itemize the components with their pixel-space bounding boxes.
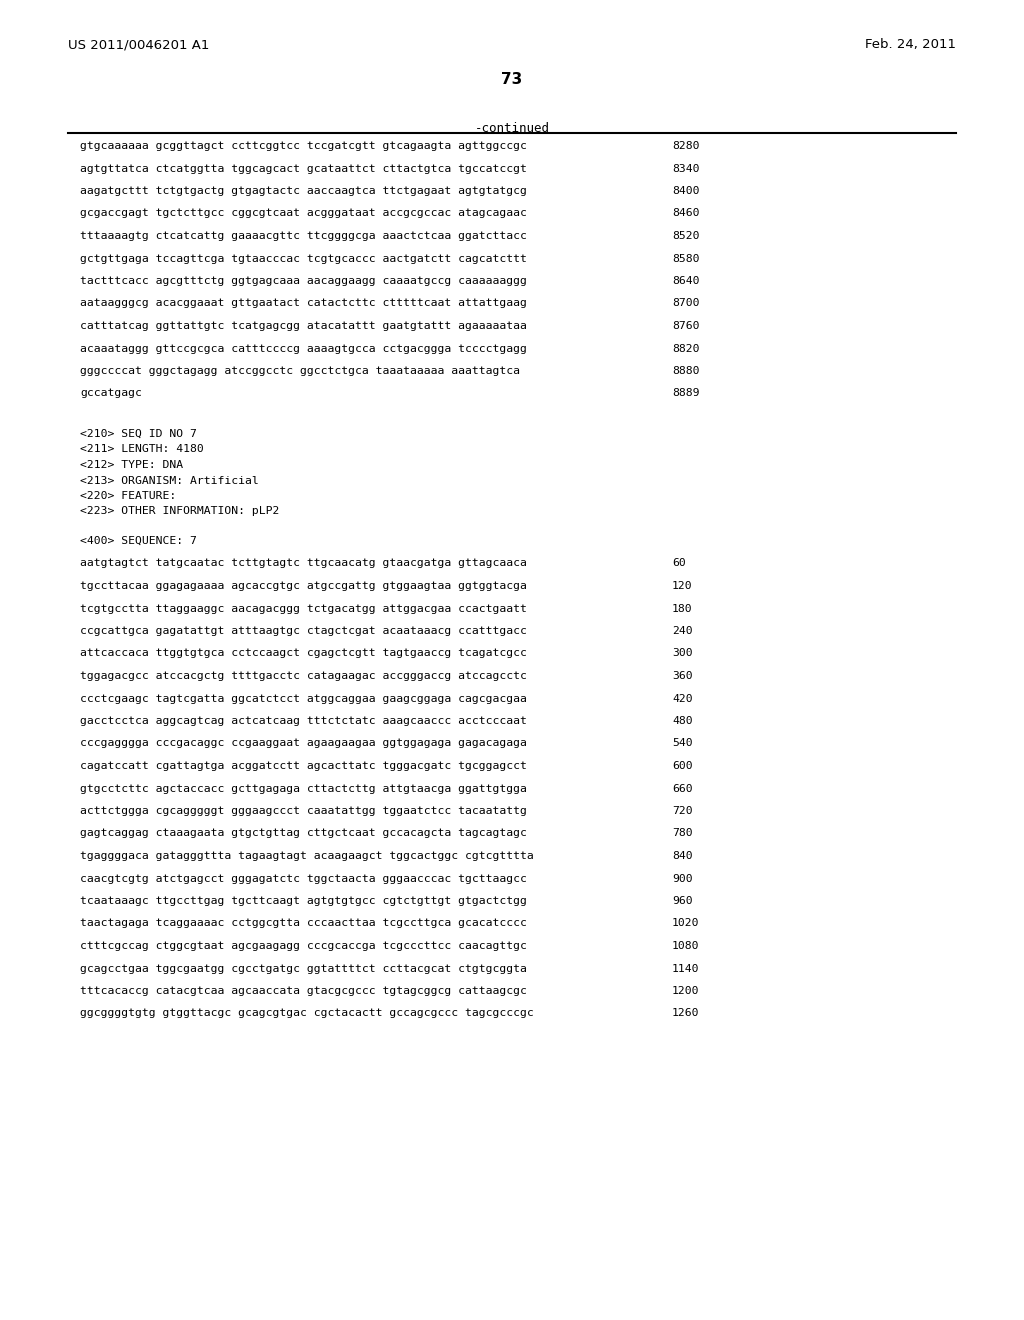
- Text: 960: 960: [672, 896, 692, 906]
- Text: agtgttatca ctcatggtta tggcagcact gcataattct cttactgtca tgccatccgt: agtgttatca ctcatggtta tggcagcact gcataat…: [80, 164, 527, 173]
- Text: 1140: 1140: [672, 964, 699, 974]
- Text: 8280: 8280: [672, 141, 699, 150]
- Text: tgccttacaa ggagagaaaa agcaccgtgc atgccgattg gtggaagtaa ggtggtacga: tgccttacaa ggagagaaaa agcaccgtgc atgccga…: [80, 581, 527, 591]
- Text: 8760: 8760: [672, 321, 699, 331]
- Text: <210> SEQ ID NO 7: <210> SEQ ID NO 7: [80, 429, 197, 440]
- Text: catttatcag ggttattgtc tcatgagcgg atacatattt gaatgtattt agaaaaataa: catttatcag ggttattgtc tcatgagcgg atacata…: [80, 321, 527, 331]
- Text: cagatccatt cgattagtga acggatcctt agcacttatc tgggacgatc tgcggagcct: cagatccatt cgattagtga acggatcctt agcactt…: [80, 762, 527, 771]
- Text: caacgtcgtg atctgagcct gggagatctc tggctaacta gggaacccac tgcttaagcc: caacgtcgtg atctgagcct gggagatctc tggctaa…: [80, 874, 527, 883]
- Text: gagtcaggag ctaaagaata gtgctgttag cttgctcaat gccacagcta tagcagtagc: gagtcaggag ctaaagaata gtgctgttag cttgctc…: [80, 829, 527, 838]
- Text: cccgagggga cccgacaggc ccgaaggaat agaagaagaa ggtggagaga gagacagaga: cccgagggga cccgacaggc ccgaaggaat agaagaa…: [80, 738, 527, 748]
- Text: 1260: 1260: [672, 1008, 699, 1019]
- Text: gacctcctca aggcagtcag actcatcaag tttctctatc aaagcaaccc acctcccaat: gacctcctca aggcagtcag actcatcaag tttctct…: [80, 715, 527, 726]
- Text: 8889: 8889: [672, 388, 699, 399]
- Text: tggagacgcc atccacgctg ttttgacctc catagaagac accgggaccg atccagcctc: tggagacgcc atccacgctg ttttgacctc catagaa…: [80, 671, 527, 681]
- Text: 73: 73: [502, 73, 522, 87]
- Text: tgaggggaca gatagggttta tagaagtagt acaagaagct tggcactggc cgtcgtttta: tgaggggaca gatagggttta tagaagtagt acaaga…: [80, 851, 534, 861]
- Text: <211> LENGTH: 4180: <211> LENGTH: 4180: [80, 445, 204, 454]
- Text: aagatgcttt tctgtgactg gtgagtactc aaccaagtca ttctgagaat agtgtatgcg: aagatgcttt tctgtgactg gtgagtactc aaccaag…: [80, 186, 527, 195]
- Text: acaaataggg gttccgcgca catttccccg aaaagtgcca cctgacggga tcccctgagg: acaaataggg gttccgcgca catttccccg aaaagtg…: [80, 343, 527, 354]
- Text: gccatgagc: gccatgagc: [80, 388, 142, 399]
- Text: 1080: 1080: [672, 941, 699, 950]
- Text: 60: 60: [672, 558, 686, 569]
- Text: 840: 840: [672, 851, 692, 861]
- Text: 240: 240: [672, 626, 692, 636]
- Text: aatgtagtct tatgcaatac tcttgtagtc ttgcaacatg gtaacgatga gttagcaaca: aatgtagtct tatgcaatac tcttgtagtc ttgcaac…: [80, 558, 527, 569]
- Text: <223> OTHER INFORMATION: pLP2: <223> OTHER INFORMATION: pLP2: [80, 507, 280, 516]
- Text: gcgaccgagt tgctcttgcc cggcgtcaat acgggataat accgcgccac atagcagaac: gcgaccgagt tgctcttgcc cggcgtcaat acgggat…: [80, 209, 527, 219]
- Text: 8340: 8340: [672, 164, 699, 173]
- Text: 480: 480: [672, 715, 692, 726]
- Text: aataagggcg acacggaaat gttgaatact catactcttc ctttttcaat attattgaag: aataagggcg acacggaaat gttgaatact catactc…: [80, 298, 527, 309]
- Text: Feb. 24, 2011: Feb. 24, 2011: [865, 38, 956, 51]
- Text: ggcggggtgtg gtggttacgc gcagcgtgac cgctacactt gccagcgccc tagcgcccgc: ggcggggtgtg gtggttacgc gcagcgtgac cgctac…: [80, 1008, 534, 1019]
- Text: tttcacaccg catacgtcaa agcaaccata gtacgcgccc tgtagcggcg cattaagcgc: tttcacaccg catacgtcaa agcaaccata gtacgcg…: [80, 986, 527, 997]
- Text: <212> TYPE: DNA: <212> TYPE: DNA: [80, 459, 183, 470]
- Text: ccctcgaagc tagtcgatta ggcatctcct atggcaggaa gaagcggaga cagcgacgaa: ccctcgaagc tagtcgatta ggcatctcct atggcag…: [80, 693, 527, 704]
- Text: US 2011/0046201 A1: US 2011/0046201 A1: [68, 38, 209, 51]
- Text: acttctggga cgcagggggt gggaagccct caaatattgg tggaatctcc tacaatattg: acttctggga cgcagggggt gggaagccct caaatat…: [80, 807, 527, 816]
- Text: gtgcaaaaaa gcggttagct ccttcggtcc tccgatcgtt gtcagaagta agttggccgc: gtgcaaaaaa gcggttagct ccttcggtcc tccgatc…: [80, 141, 527, 150]
- Text: 900: 900: [672, 874, 692, 883]
- Text: gggccccat gggctagagg atccggcctc ggcctctgca taaataaaaa aaattagtca: gggccccat gggctagagg atccggcctc ggcctctg…: [80, 366, 520, 376]
- Text: taactagaga tcaggaaaac cctggcgtta cccaacttaa tcgccttgca gcacatcccc: taactagaga tcaggaaaac cctggcgtta cccaact…: [80, 919, 527, 928]
- Text: 8880: 8880: [672, 366, 699, 376]
- Text: ccgcattgca gagatattgt atttaagtgc ctagctcgat acaataaacg ccatttgacc: ccgcattgca gagatattgt atttaagtgc ctagctc…: [80, 626, 527, 636]
- Text: tcaataaagc ttgccttgag tgcttcaagt agtgtgtgcc cgtctgttgt gtgactctgg: tcaataaagc ttgccttgag tgcttcaagt agtgtgt…: [80, 896, 527, 906]
- Text: 180: 180: [672, 603, 692, 614]
- Text: 360: 360: [672, 671, 692, 681]
- Text: 660: 660: [672, 784, 692, 793]
- Text: 1200: 1200: [672, 986, 699, 997]
- Text: 600: 600: [672, 762, 692, 771]
- Text: 780: 780: [672, 829, 692, 838]
- Text: gctgttgaga tccagttcga tgtaacccac tcgtgcaccc aactgatctt cagcatcttt: gctgttgaga tccagttcga tgtaacccac tcgtgca…: [80, 253, 527, 264]
- Text: 300: 300: [672, 648, 692, 659]
- Text: tactttcacc agcgtttctg ggtgagcaaa aacaggaagg caaaatgccg caaaaaaggg: tactttcacc agcgtttctg ggtgagcaaa aacagga…: [80, 276, 527, 286]
- Text: 8580: 8580: [672, 253, 699, 264]
- Text: <400> SEQUENCE: 7: <400> SEQUENCE: 7: [80, 536, 197, 546]
- Text: 8640: 8640: [672, 276, 699, 286]
- Text: -continued: -continued: [474, 121, 550, 135]
- Text: gtgcctcttc agctaccacc gcttgagaga cttactcttg attgtaacga ggattgtgga: gtgcctcttc agctaccacc gcttgagaga cttactc…: [80, 784, 527, 793]
- Text: tttaaaagtg ctcatcattg gaaaacgttc ttcggggcga aaactctcaa ggatcttacc: tttaaaagtg ctcatcattg gaaaacgttc ttcgggg…: [80, 231, 527, 242]
- Text: <213> ORGANISM: Artificial: <213> ORGANISM: Artificial: [80, 475, 259, 486]
- Text: 720: 720: [672, 807, 692, 816]
- Text: 540: 540: [672, 738, 692, 748]
- Text: 8820: 8820: [672, 343, 699, 354]
- Text: 420: 420: [672, 693, 692, 704]
- Text: 8400: 8400: [672, 186, 699, 195]
- Text: 8460: 8460: [672, 209, 699, 219]
- Text: 1020: 1020: [672, 919, 699, 928]
- Text: 8520: 8520: [672, 231, 699, 242]
- Text: ctttcgccag ctggcgtaat agcgaagagg cccgcaccga tcgcccttcc caacagttgc: ctttcgccag ctggcgtaat agcgaagagg cccgcac…: [80, 941, 527, 950]
- Text: attcaccaca ttggtgtgca cctccaagct cgagctcgtt tagtgaaccg tcagatcgcc: attcaccaca ttggtgtgca cctccaagct cgagctc…: [80, 648, 527, 659]
- Text: <220> FEATURE:: <220> FEATURE:: [80, 491, 176, 502]
- Text: 8700: 8700: [672, 298, 699, 309]
- Text: gcagcctgaa tggcgaatgg cgcctgatgc ggtattttct ccttacgcat ctgtgcggta: gcagcctgaa tggcgaatgg cgcctgatgc ggtattt…: [80, 964, 527, 974]
- Text: tcgtgcctta ttaggaaggc aacagacggg tctgacatgg attggacgaa ccactgaatt: tcgtgcctta ttaggaaggc aacagacggg tctgaca…: [80, 603, 527, 614]
- Text: 120: 120: [672, 581, 692, 591]
